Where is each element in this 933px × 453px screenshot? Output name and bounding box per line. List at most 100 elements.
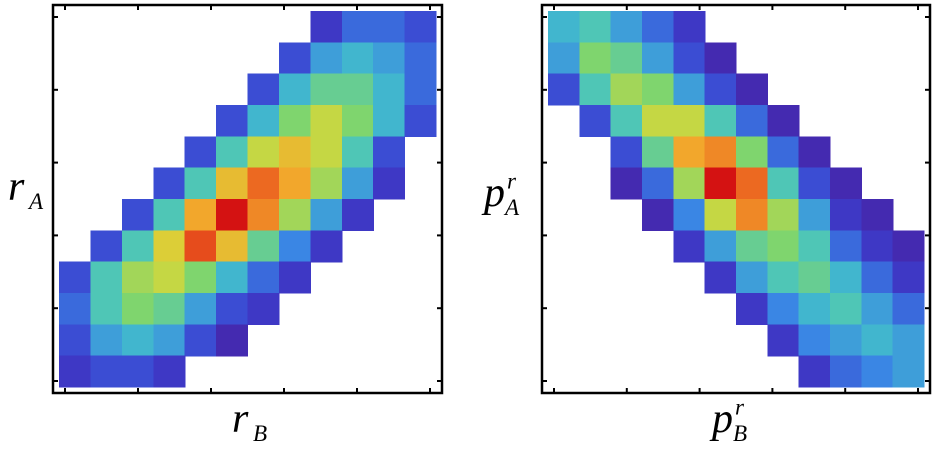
heat-cell [610, 136, 643, 169]
heat-cell [247, 293, 280, 325]
heat-cell [861, 324, 894, 357]
heat-cell [153, 199, 186, 231]
heat-cell [216, 261, 249, 294]
heat-cell [247, 230, 280, 263]
heat-cell [736, 261, 768, 294]
heat-cell [736, 73, 768, 106]
heat-cell [892, 261, 925, 294]
heat-cell [767, 199, 800, 231]
heat-cell [121, 199, 154, 231]
heat-cell [548, 42, 580, 75]
heat-cell [341, 73, 374, 106]
heat-cell [704, 199, 737, 231]
heat-cell [310, 230, 343, 263]
heat-cell [341, 42, 374, 75]
heat-cell [310, 136, 343, 169]
heat-cell [184, 230, 217, 263]
heat-cell [216, 324, 249, 357]
heat-cell [798, 293, 831, 325]
heat-cell [798, 136, 831, 169]
heat-cell [59, 261, 92, 294]
heat-cell [767, 230, 800, 263]
heat-cell [610, 167, 643, 200]
heat-cell [798, 230, 831, 263]
heat-cell [642, 73, 674, 106]
heat-cell [310, 199, 343, 231]
heat-cell [278, 42, 311, 75]
heat-cell [247, 167, 280, 200]
heat-cell [373, 73, 406, 106]
heat-cell [216, 136, 249, 169]
heat-cell [278, 167, 311, 200]
heat-cell [798, 355, 831, 388]
heat-cell [579, 73, 612, 106]
heat-cell [373, 42, 406, 75]
heat-cell [216, 293, 249, 325]
heat-cell [310, 11, 343, 43]
heat-cell [892, 230, 925, 263]
heat-cell [704, 136, 737, 169]
heat-cell [610, 73, 643, 106]
heat-cell [247, 136, 280, 169]
heat-cell [216, 199, 249, 231]
label-sup: r [735, 393, 745, 419]
label-main: r [8, 164, 25, 210]
heat-cell [610, 105, 643, 137]
heat-cell [121, 261, 154, 294]
heat-cell [59, 293, 92, 325]
label-sub: A [27, 188, 44, 214]
heat-cell [767, 324, 800, 357]
heat-cell [736, 105, 768, 137]
heat-cell [736, 293, 768, 325]
heat-cell [736, 167, 768, 200]
label-sub: B [253, 420, 267, 446]
heat-cell [830, 355, 862, 388]
heat-cell [153, 167, 186, 200]
heat-cell [767, 136, 800, 169]
heat-cell [610, 42, 643, 75]
heat-cell [830, 167, 862, 200]
heat-cell [341, 199, 374, 231]
heat-cell [153, 324, 186, 357]
label-sup: r [507, 167, 517, 193]
heat-cell [121, 324, 154, 357]
heat-cell [736, 230, 768, 263]
heat-cell [579, 42, 612, 75]
heat-cell [861, 355, 894, 388]
label-main: p [709, 396, 733, 442]
heat-cell [673, 230, 706, 263]
heat-cell [278, 136, 311, 169]
heat-cell [736, 136, 768, 169]
heat-cell [892, 324, 925, 357]
heat-cell [767, 167, 800, 200]
heat-cell [121, 293, 154, 325]
heat-cell [278, 199, 311, 231]
heat-cell [90, 293, 123, 325]
heat-cell [90, 355, 123, 388]
heat-cell [673, 105, 706, 137]
heat-cell [736, 199, 768, 231]
heat-cell [404, 42, 437, 75]
label-sub: B [733, 420, 747, 446]
heat-cell [341, 105, 374, 137]
label-sub: A [503, 194, 520, 220]
heat-cell [892, 293, 925, 325]
heat-cell [798, 261, 831, 294]
heat-cell [121, 230, 154, 263]
heat-cell [373, 105, 406, 137]
heat-cell [278, 73, 311, 106]
heat-cell [704, 230, 737, 263]
heat-cell [579, 105, 612, 137]
heat-cell [673, 167, 706, 200]
heat-cell [278, 105, 311, 137]
heat-cell [184, 136, 217, 169]
heat-cell [579, 11, 612, 43]
heat-cell [704, 105, 737, 137]
heat-cell [642, 167, 674, 200]
frame [51, 3, 444, 395]
heat-cell [310, 73, 343, 106]
heat-cell [704, 167, 737, 200]
heat-cell [673, 73, 706, 106]
